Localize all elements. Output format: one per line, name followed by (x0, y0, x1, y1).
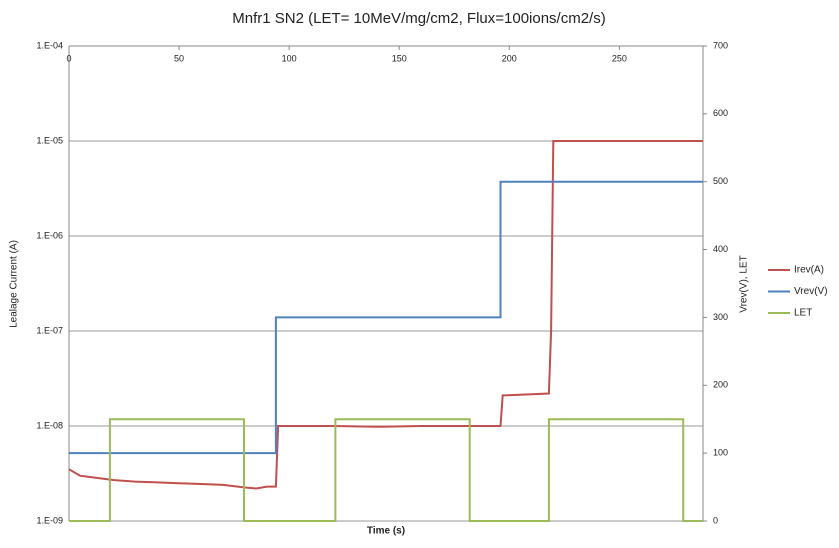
legend-label: LET (794, 308, 812, 319)
y-tick-label: 1.E-04 (36, 40, 63, 50)
series-line (69, 418, 703, 522)
legend-label: Irev(A) (794, 265, 824, 276)
y-axis-title: Lealage Current (A) (9, 240, 20, 328)
chart-title: Mnfr1 SN2 (LET= 10MeV/mg/cm2, Flux=100io… (232, 10, 605, 27)
y2-tick-label: 400 (713, 244, 728, 254)
y-tick-label: 1.E-09 (36, 515, 63, 525)
y2-tick-label: 200 (713, 380, 728, 390)
y2-tick-label: 100 (713, 448, 728, 458)
y2-tick-label: 700 (713, 40, 728, 50)
y-tick-label: 1.E-07 (36, 325, 63, 335)
y2-tick-label: 300 (713, 312, 728, 322)
y-tick-label: 1.E-05 (36, 135, 63, 145)
series-line (69, 180, 703, 455)
series-line (68, 140, 703, 490)
legend-label: Vrev(V) (794, 286, 828, 297)
y2-tick-label: 600 (713, 108, 728, 118)
x-tick-label: 50 (174, 53, 184, 63)
x-tick-label: 250 (612, 53, 627, 63)
y-tick-label: 1.E-08 (36, 420, 63, 430)
x-tick-label: 150 (392, 53, 407, 63)
x-tick-label: 100 (282, 53, 297, 63)
x-tick-label: 0 (66, 53, 71, 63)
y2-axis-title: Vrev(V), LET (739, 255, 750, 312)
x-tick-label: 200 (502, 53, 517, 63)
y-tick-label: 1.E-06 (36, 230, 63, 240)
y2-tick-label: 500 (713, 176, 728, 186)
x-axis-title: Time (s) (367, 526, 405, 537)
y2-tick-label: 0 (713, 515, 718, 525)
